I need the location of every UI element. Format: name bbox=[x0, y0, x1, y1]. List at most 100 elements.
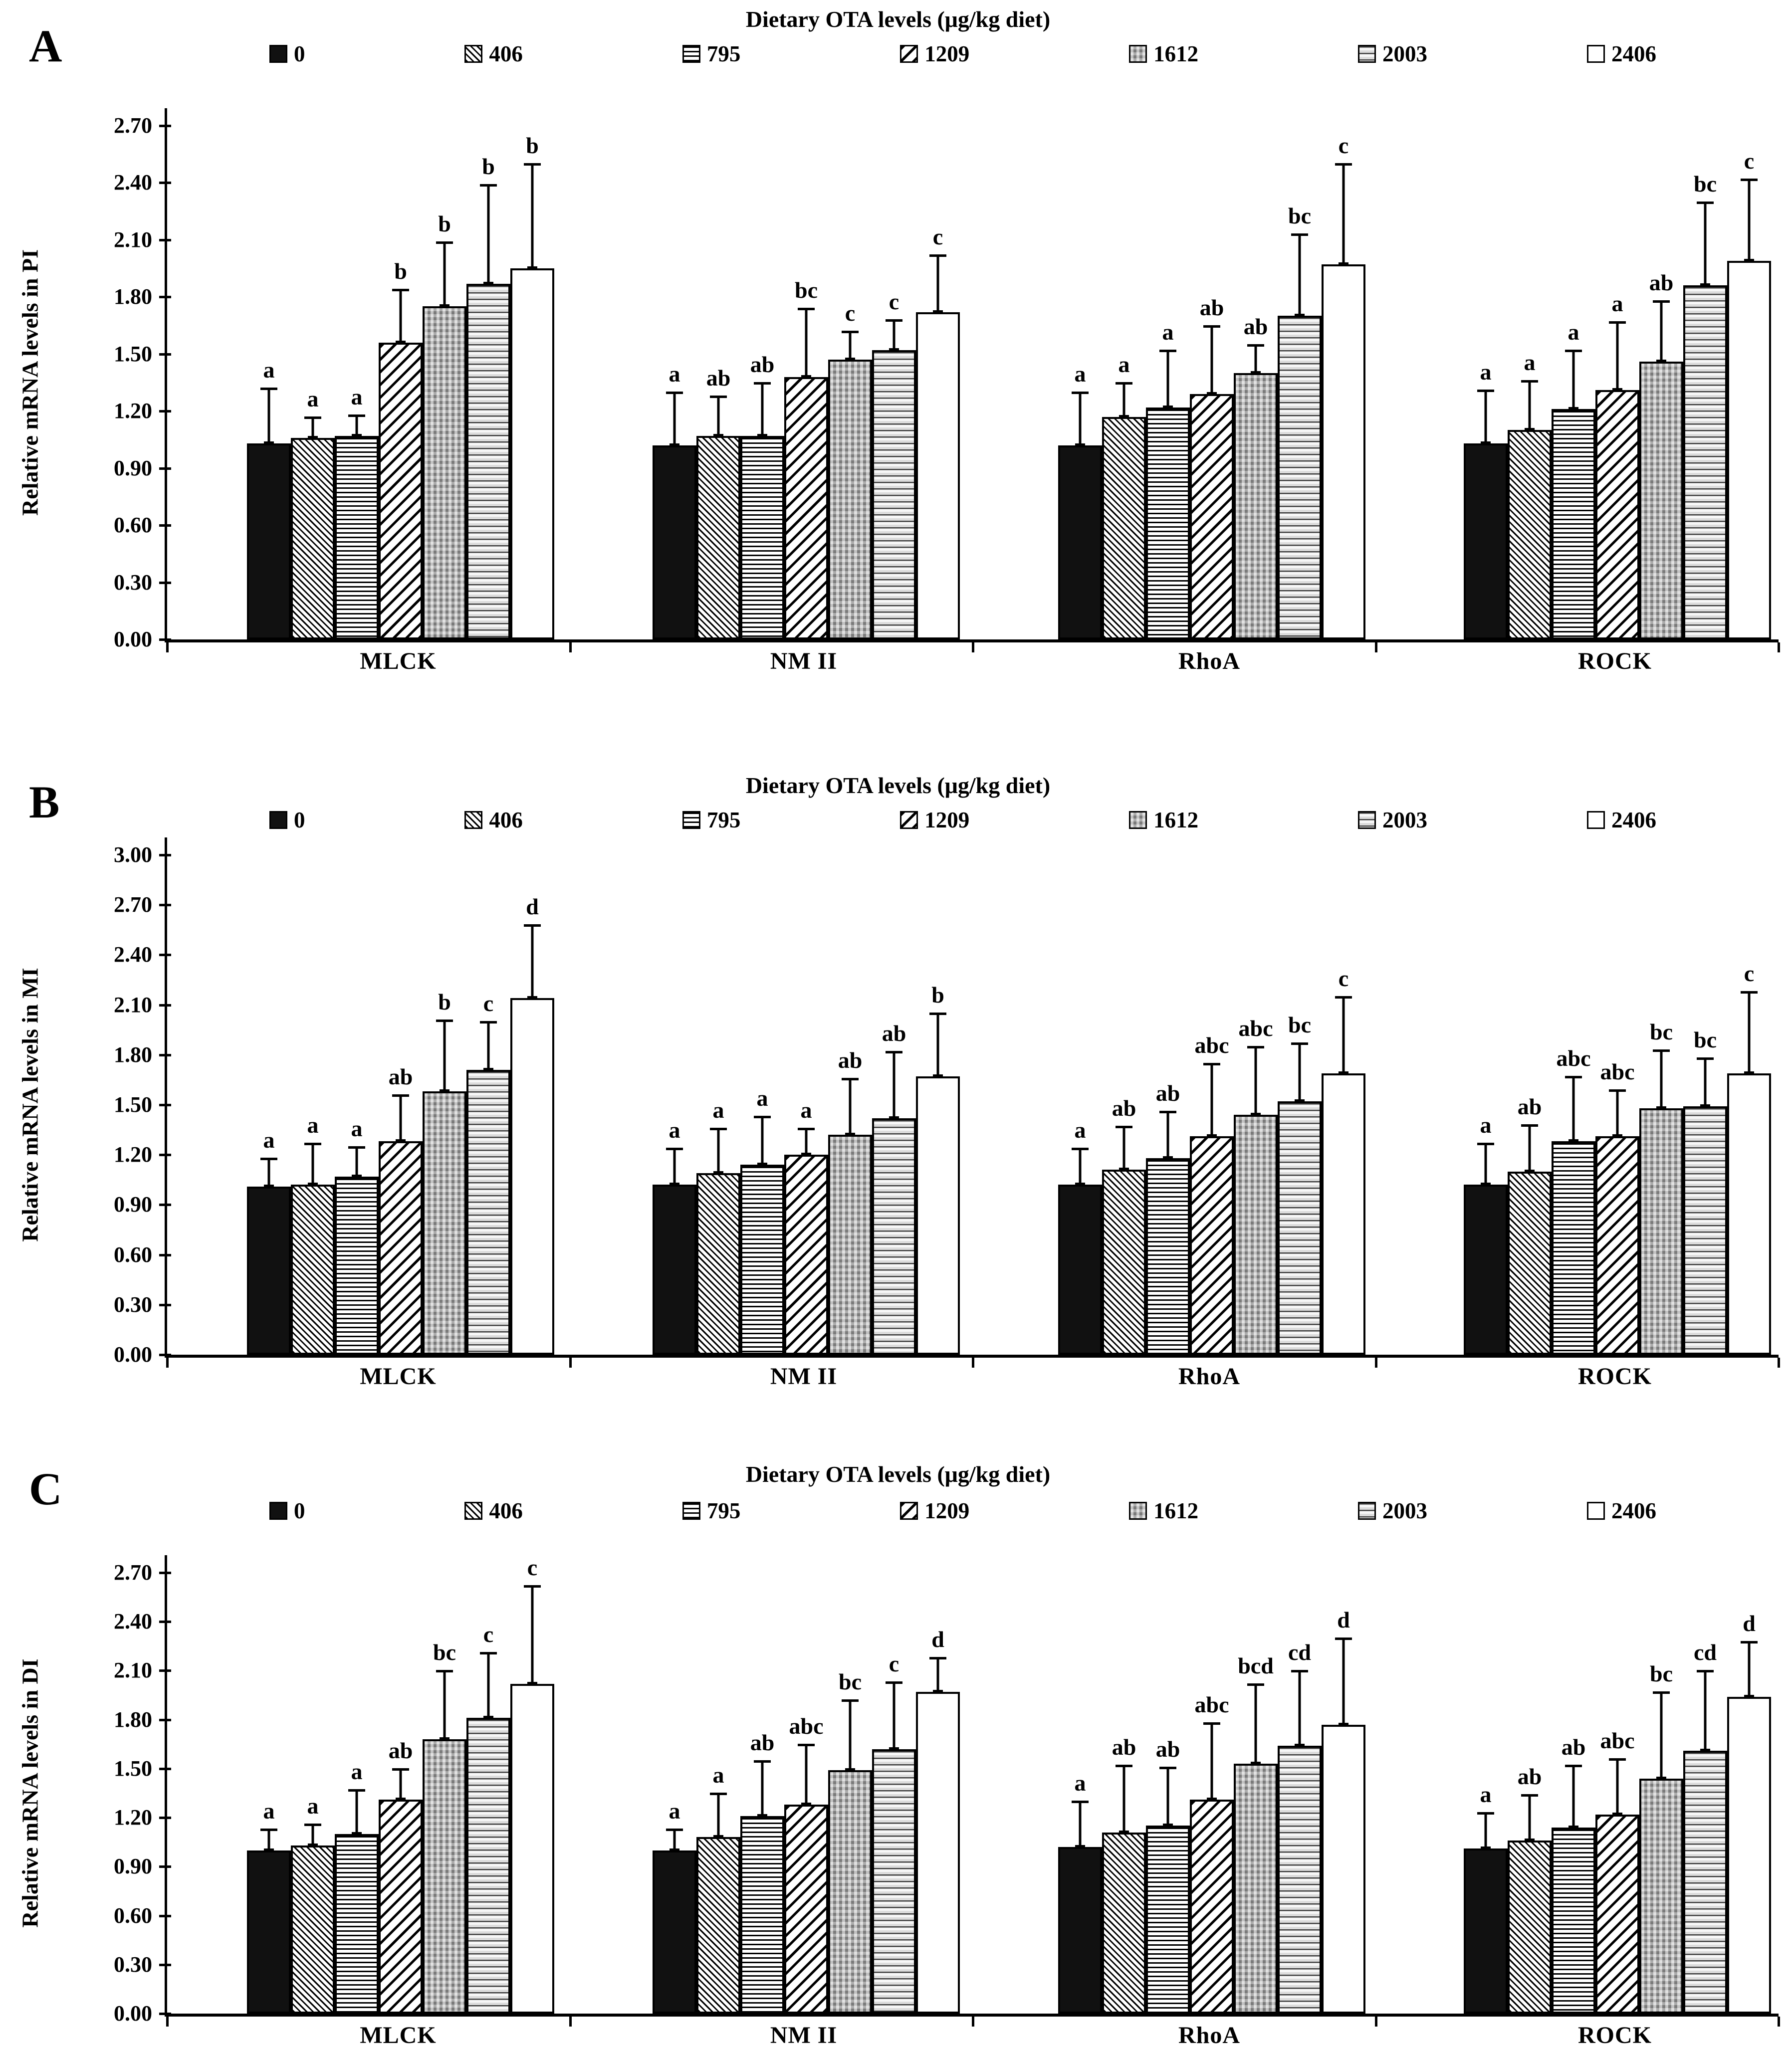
error-bar bbox=[531, 925, 534, 999]
category-label-NMII: NM II bbox=[770, 1363, 838, 1390]
error-bar bbox=[399, 1094, 402, 1142]
error-bar-base bbox=[1656, 360, 1666, 362]
error-bar-base bbox=[845, 1768, 855, 1771]
y-tick-mark bbox=[159, 1718, 171, 1721]
error-bar-base bbox=[352, 433, 362, 436]
bar-slot: ab bbox=[1190, 108, 1234, 639]
sig-letter: a bbox=[1480, 1112, 1492, 1138]
sig-letter: b bbox=[394, 258, 407, 284]
y-tick-label: 2.40 bbox=[114, 170, 152, 195]
sig-letter: ab bbox=[1517, 1094, 1542, 1120]
bar-slot: abc bbox=[1190, 1555, 1234, 2014]
y-tick-mark bbox=[159, 125, 171, 127]
x-tick-mark bbox=[569, 1358, 572, 1368]
error-bar-cap bbox=[666, 392, 683, 395]
bar-MLCK-795 bbox=[335, 1176, 379, 1355]
error-bar-cap bbox=[524, 1585, 541, 1588]
bar-slot: ab bbox=[1102, 837, 1146, 1355]
bar-slot: a bbox=[1464, 1555, 1508, 2014]
y-tick-mark bbox=[159, 1253, 171, 1256]
error-bar-cap bbox=[480, 184, 497, 187]
sig-letter: a bbox=[351, 384, 363, 410]
error-bar bbox=[936, 255, 939, 312]
error-bar-cap bbox=[1477, 1142, 1494, 1145]
error-bar-base bbox=[933, 310, 943, 312]
legend-label: 2406 bbox=[1611, 41, 1656, 66]
bar-RhoA-0 bbox=[1058, 1185, 1102, 1355]
error-bar-cap bbox=[1159, 1111, 1176, 1114]
sig-letter: ab bbox=[388, 1737, 413, 1763]
error-bar bbox=[1210, 1063, 1213, 1137]
bar-ROCK-1209 bbox=[1595, 1136, 1639, 1355]
bar-slot: ab bbox=[696, 108, 740, 639]
sig-letter: a bbox=[712, 1762, 724, 1788]
legend-swatch-795 bbox=[682, 811, 700, 829]
sig-letter: a bbox=[263, 1798, 275, 1824]
sig-letter: ab bbox=[750, 352, 775, 377]
error-bar-cap bbox=[1741, 1640, 1758, 1643]
error-bar-base bbox=[1700, 1748, 1710, 1751]
bar-group-MLCK: a a a ab bc c c bbox=[247, 1555, 554, 2014]
error-bar-base bbox=[440, 1737, 449, 1739]
error-bar bbox=[893, 320, 896, 351]
legend-item-1209: 1209 bbox=[900, 807, 969, 833]
error-bar-cap bbox=[798, 308, 815, 311]
bar-slot: ab bbox=[740, 108, 784, 639]
bar-RhoA-2406 bbox=[1322, 1724, 1365, 2014]
error-bar bbox=[1166, 1767, 1169, 1826]
error-bar-base bbox=[713, 1171, 723, 1173]
bar-RhoA-406 bbox=[1102, 416, 1146, 639]
bar-RhoA-2003 bbox=[1278, 1746, 1322, 2014]
error-bar bbox=[1484, 1143, 1487, 1185]
x-tick-mark bbox=[1374, 2017, 1377, 2027]
legend-label: 2406 bbox=[1611, 808, 1656, 832]
error-bar-cap bbox=[1335, 996, 1352, 999]
error-bar-cap bbox=[1741, 991, 1758, 994]
bar-slot: d bbox=[1322, 1555, 1365, 2014]
error-bar bbox=[1342, 164, 1345, 265]
bar-group-RhoA: a ab ab abc abc bc c bbox=[1058, 837, 1365, 1355]
error-bar bbox=[761, 383, 764, 436]
error-bar-cap bbox=[1247, 1683, 1264, 1686]
bar-slot: bc bbox=[1278, 108, 1322, 639]
x-tick-mark bbox=[972, 2017, 974, 2027]
error-bar-base bbox=[1207, 1798, 1217, 1800]
error-bar bbox=[1298, 1670, 1301, 1746]
sig-letter: ab bbox=[1517, 1764, 1542, 1790]
bar-MLCK-1612 bbox=[423, 1091, 466, 1355]
sig-letter: bc bbox=[433, 1639, 456, 1665]
legend-title: Dietary OTA levels (μg/kg diet) bbox=[745, 773, 1051, 798]
plot-area: 0.00 0.30 0.60 0.90 1.20 1.50 1.80 2.10 2.40 2.70… bbox=[114, 837, 1780, 1368]
sig-letter: bc bbox=[839, 1669, 862, 1695]
sig-letter: abc bbox=[1600, 1728, 1635, 1754]
bar-slot: cd bbox=[1278, 1555, 1322, 2014]
legend: 0 406 795 1209 1612 2003 2406 bbox=[269, 1498, 1656, 1524]
legend-label: 0 bbox=[294, 808, 305, 832]
sig-letter: b bbox=[438, 989, 451, 1015]
bar-slot: a bbox=[1508, 108, 1552, 639]
error-bar bbox=[311, 416, 314, 438]
bar-slot: c bbox=[916, 108, 960, 639]
bar-NMII-1209 bbox=[784, 1804, 828, 2014]
y-tick-label: 2.70 bbox=[114, 892, 152, 917]
bar-slot: abc bbox=[1595, 1555, 1639, 2014]
error-bar-cap bbox=[710, 1793, 727, 1795]
y-tick-mark bbox=[159, 1004, 171, 1007]
legend-swatch-1612 bbox=[1129, 45, 1147, 63]
legend-label: 795 bbox=[706, 41, 741, 66]
legend-label: 1612 bbox=[1153, 41, 1199, 66]
error-bar-cap bbox=[1477, 390, 1494, 393]
legend-swatch-2003 bbox=[1358, 811, 1376, 829]
legend-swatch-0 bbox=[269, 811, 287, 829]
category-label-MLCK: MLCK bbox=[360, 2022, 437, 2049]
error-bar bbox=[1122, 1765, 1125, 1833]
error-bar-base bbox=[1481, 1183, 1491, 1185]
legend-label: 1209 bbox=[924, 1498, 970, 1523]
error-bar-base bbox=[1525, 1169, 1535, 1172]
sig-letter: abc bbox=[789, 1713, 824, 1739]
sig-letter: cd bbox=[1288, 1639, 1311, 1665]
category-label-MLCK: MLCK bbox=[360, 1363, 437, 1390]
legend-item-2406: 2406 bbox=[1586, 1498, 1656, 1524]
legend-label: 1612 bbox=[1153, 1498, 1199, 1523]
bar-NMII-1209 bbox=[784, 377, 828, 639]
